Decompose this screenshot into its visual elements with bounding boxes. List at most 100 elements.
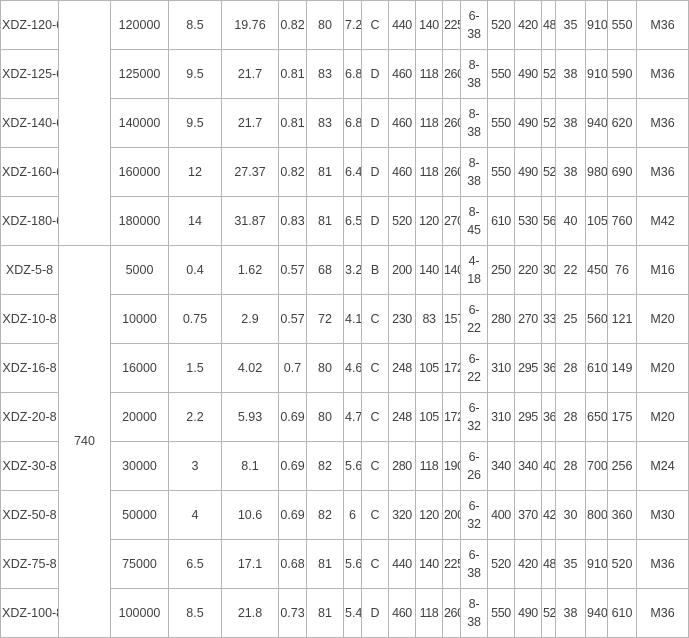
- cell-c7: 72: [306, 294, 344, 344]
- cell-c5: 10.6: [221, 490, 279, 540]
- cell-c10: 440: [388, 0, 416, 50]
- cell-c4: 6.5: [168, 539, 222, 589]
- cell-model: XDZ-75-8: [0, 539, 59, 589]
- cell-c18: 450: [585, 245, 608, 295]
- cell-c12: 172: [442, 392, 461, 442]
- cell-c10: 320: [388, 490, 416, 540]
- cell-c9: C: [361, 441, 389, 491]
- cell-c17: 28: [555, 392, 586, 442]
- cell-c18: 610: [585, 343, 608, 393]
- bolt-count: 8-: [468, 155, 480, 170]
- table-row: XDZ-10-8100000.752.90.57724.1C230831576-…: [0, 294, 689, 344]
- cell-c12: 260: [442, 98, 461, 148]
- cell-c18: 650: [585, 392, 608, 442]
- cell-c20: M20: [636, 343, 689, 393]
- cell-model: XDZ-160-6: [0, 147, 59, 197]
- cell-c4: 9.5: [168, 49, 222, 99]
- cell-c17: 30: [555, 490, 586, 540]
- cell-c6: 0.69: [278, 392, 307, 442]
- cell-c9: D: [361, 196, 389, 246]
- cell-c17: 40: [555, 196, 586, 246]
- cell-c7: 80: [306, 392, 344, 442]
- cell-c5: 21.8: [221, 588, 279, 638]
- cell-c10: 230: [388, 294, 416, 344]
- cell-c6: 0.82: [278, 0, 307, 50]
- cell-c17: 35: [555, 539, 586, 589]
- bolt-count: 6-: [468, 547, 480, 562]
- table-row: XDZ-75-8750006.517.10.68815.6C4401402256…: [0, 539, 689, 589]
- cell-c10: 460: [388, 49, 416, 99]
- cell-c20: M36: [636, 588, 689, 638]
- cell-c8: 3.2: [343, 245, 362, 295]
- bolt-count: 8-: [468, 596, 480, 611]
- cell-c13: 6- 32: [460, 490, 488, 540]
- cell-c19: 590: [607, 49, 637, 99]
- cell-c16: 480: [541, 539, 556, 589]
- cell-model: XDZ-30-8: [0, 441, 59, 491]
- cell-c5: 19.76: [221, 0, 279, 50]
- cell-c14: 550: [487, 49, 515, 99]
- cell-c4: 1.5: [168, 343, 222, 393]
- cell-c7: 80: [306, 343, 344, 393]
- cell-c5: 21.7: [221, 98, 279, 148]
- cell-model: XDZ-125-6: [0, 49, 59, 99]
- cell-c17: 38: [555, 98, 586, 148]
- cell-c15: 490: [514, 147, 542, 197]
- cell-c8: 6.4: [343, 147, 362, 197]
- cell-model: XDZ-180-6: [0, 196, 59, 246]
- cell-c10: 520: [388, 196, 416, 246]
- cell-c17: 22: [555, 245, 586, 295]
- cell-c15: 530: [514, 196, 542, 246]
- cell-c20: M42: [636, 196, 689, 246]
- cell-c7: 68: [306, 245, 344, 295]
- cell-c16: 300: [541, 245, 556, 295]
- cell-c14: 340: [487, 441, 515, 491]
- cell-c14: 550: [487, 147, 515, 197]
- cell-c17: 28: [555, 343, 586, 393]
- cell-c19: 610: [607, 588, 637, 638]
- cell-c13: 6- 26: [460, 441, 488, 491]
- cell-c3: 125000: [110, 49, 169, 99]
- cell-c17: 25: [555, 294, 586, 344]
- cell-c11: 120: [415, 490, 443, 540]
- cell-c7: 81: [306, 588, 344, 638]
- bolt-size: 38: [467, 566, 481, 580]
- bolt-size: 38: [467, 27, 481, 41]
- cell-c10: 248: [388, 392, 416, 442]
- cell-c12: 200: [442, 490, 461, 540]
- cell-c5: 2.9: [221, 294, 279, 344]
- cell-c14: 550: [487, 98, 515, 148]
- cell-c18: 800: [585, 490, 608, 540]
- cell-model: XDZ-100-8: [0, 588, 59, 638]
- cell-c19: 149: [607, 343, 637, 393]
- cell-c6: 0.7: [278, 343, 307, 393]
- cell-c13: 4- 18: [460, 245, 488, 295]
- cell-c3: 180000: [110, 196, 169, 246]
- cell-c9: C: [361, 490, 389, 540]
- table-row: XDZ-125-6 125000 9.5 21.7 0.81 83 6.8 D 460 118 26…: [0, 49, 689, 99]
- cell-c15: 370: [514, 490, 542, 540]
- cell-c13: 8- 38: [460, 98, 488, 148]
- cell-c9: D: [361, 147, 389, 197]
- cell-c3: 120000: [110, 0, 169, 50]
- cell-c18: 910: [585, 0, 608, 50]
- cell-c6: 0.73: [278, 588, 307, 638]
- cell-model: XDZ-120-6: [0, 0, 59, 50]
- cell-c4: 3: [168, 441, 222, 491]
- cell-c12: 260: [442, 49, 461, 99]
- cell-c11: 118: [415, 588, 443, 638]
- cell-c7: 82: [306, 490, 344, 540]
- bolt-size: 45: [467, 223, 481, 237]
- cell-c13: 8- 38: [460, 588, 488, 638]
- cell-c19: 121: [607, 294, 637, 344]
- cell-c20: M36: [636, 539, 689, 589]
- cell-c16: 420: [541, 490, 556, 540]
- cell-c9: D: [361, 98, 389, 148]
- bolt-count: 6-: [468, 400, 480, 415]
- cell-c20: M16: [636, 245, 689, 295]
- cell-c4: 0.4: [168, 245, 222, 295]
- cell-c9: D: [361, 588, 389, 638]
- cell-c20: M36: [636, 147, 689, 197]
- cell-c3: 140000: [110, 98, 169, 148]
